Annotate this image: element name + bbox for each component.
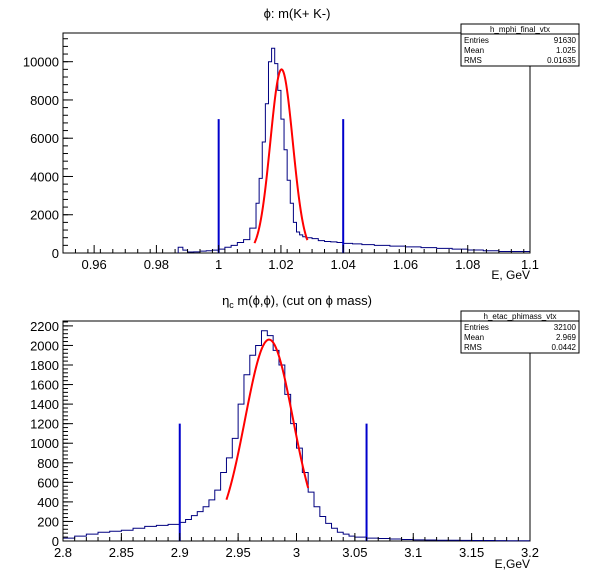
y-tick-label: 400 — [37, 495, 59, 510]
y-tick-label: 1200 — [30, 417, 59, 432]
y-tick-label: 0 — [52, 534, 59, 549]
x-axis-label: E,GeV — [495, 557, 530, 571]
title-subscript: c — [229, 300, 234, 310]
x-tick-label: 2.8 — [54, 545, 72, 560]
x-tick-label: 2.95 — [225, 545, 250, 560]
y-axis-ticks: 0 2000 4000 6000 8000 10000 — [23, 38, 73, 261]
y-tick-label: 10000 — [23, 55, 59, 70]
plot-frame — [62, 32, 531, 254]
y-tick-label: 600 — [37, 475, 59, 490]
x-tick-label: 2.85 — [109, 545, 134, 560]
x-tick-label: 3.2 — [521, 545, 539, 560]
x-tick-label: 0.96 — [81, 257, 106, 272]
y-tick-label: 800 — [37, 456, 59, 471]
x-tick-label: 3 — [293, 545, 300, 560]
title-rest: m(ϕ,ϕ), (cut on ϕ mass) — [234, 293, 372, 308]
stats-value: 0.01635 — [547, 56, 576, 65]
stats-label: RMS — [464, 56, 482, 65]
fit-curve — [225, 338, 310, 501]
y-tick-label: 1800 — [30, 358, 59, 373]
x-axis-ticks: 0.96 0.98 1 1.02 1.04 1.06 1.08 1.1 — [62, 245, 539, 272]
stats-name: h_etac_phimass_vtx — [484, 312, 557, 321]
x-tick-label: 1.06 — [393, 257, 418, 272]
y-tick-label: 8000 — [30, 93, 59, 108]
y-tick-label: 2000 — [30, 338, 59, 353]
chart-title: ηc m(ϕ,ϕ), (cut on ϕ mass) — [222, 293, 372, 310]
stats-name: h_mphi_final_vtx — [490, 25, 550, 34]
chart-title: ϕ: m(K+ K-) — [264, 6, 331, 21]
x-axis-ticks: 2.8 2.85 2.9 2.95 3 3.05 3.1 3.15 3.2 — [54, 533, 539, 560]
x-tick-label: 1 — [215, 257, 222, 272]
x-tick-label: 3.15 — [459, 545, 484, 560]
stats-box: h_mphi_final_vtx Entries 91630 Mean 1.02… — [460, 23, 580, 67]
x-tick-label: 1.1 — [521, 257, 539, 272]
x-axis-label: E, GeV — [491, 268, 530, 282]
x-tick-label: 1.02 — [268, 257, 293, 272]
stats-box: h_etac_phimass_vtx Entries 32100 Mean 2.… — [460, 310, 580, 354]
stats-value: 1.025 — [556, 46, 577, 55]
x-tick-label: 3.1 — [404, 545, 422, 560]
gaussian-fit — [225, 338, 310, 501]
stats-value: 2.969 — [556, 333, 577, 342]
stats-label: Entries — [464, 36, 489, 45]
y-tick-label: 200 — [37, 514, 59, 529]
histogram-steps — [177, 47, 531, 253]
cut-lines — [178, 423, 368, 541]
x-tick-label: 0.98 — [144, 257, 169, 272]
y-tick-label: 0 — [52, 246, 59, 261]
x-tick-label: 3.05 — [342, 545, 367, 560]
y-tick-label: 6000 — [30, 131, 59, 146]
y-tick-label: 2200 — [30, 319, 59, 334]
y-tick-label: 1000 — [30, 436, 59, 451]
title-symbol: η — [222, 293, 229, 308]
x-tick-label: 1.04 — [331, 257, 356, 272]
panel-phi-mass: ϕ: m(K+ K-) 0.96 0.98 1 1.02 1.04 1.06 1.08 1.1… — [23, 6, 580, 282]
x-tick-label: 2.9 — [171, 545, 189, 560]
stats-value: 32100 — [554, 323, 577, 332]
cut-lines — [217, 119, 345, 253]
stats-label: RMS — [464, 343, 482, 352]
histogram — [177, 47, 531, 253]
stats-label: Mean — [464, 333, 484, 342]
y-axis-ticks: 0 200 400 600 800 1000 1200 1400 1600 1800 2000 220… — [30, 319, 73, 549]
fit-curve — [253, 68, 309, 244]
stats-value: 91630 — [554, 36, 577, 45]
stats-label: Mean — [464, 46, 484, 55]
panel-etac-mass: ηc m(ϕ,ϕ), (cut on ϕ mass) 2.8 2.85 2.9 2.9… — [30, 293, 580, 571]
y-tick-label: 1600 — [30, 378, 59, 393]
x-tick-label: 1.08 — [455, 257, 480, 272]
y-tick-label: 2000 — [30, 208, 59, 223]
y-tick-label: 1400 — [30, 397, 59, 412]
stats-value: 0.0442 — [552, 343, 577, 352]
gaussian-fit — [253, 68, 309, 244]
y-tick-label: 4000 — [30, 169, 59, 184]
stats-label: Entries — [464, 323, 489, 332]
